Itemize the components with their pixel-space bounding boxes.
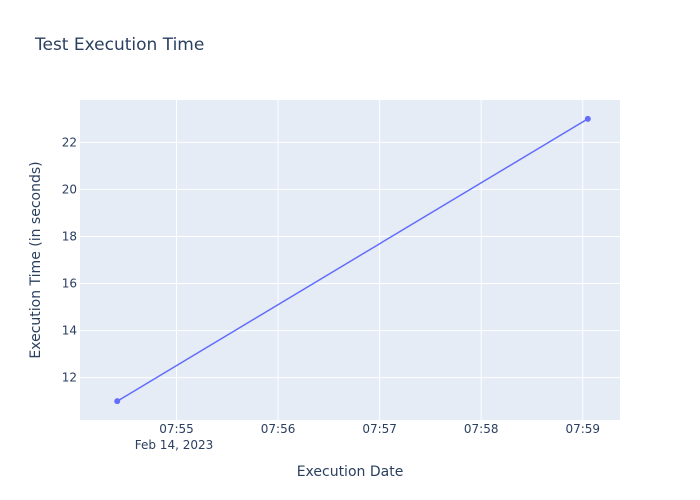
x-tick-label: 07:56 xyxy=(261,422,296,436)
x-tick-label: 07:57 xyxy=(362,422,397,436)
y-tick-label: 14 xyxy=(62,324,77,338)
y-axis-ticks: 12 14 16 18 20 22 xyxy=(62,135,77,384)
y-axis-label: Execution Time (in seconds) xyxy=(28,161,44,358)
chart-title: Test Execution Time xyxy=(34,35,204,55)
series-layer xyxy=(114,115,591,405)
y-tick-label: 20 xyxy=(62,182,77,196)
y-tick-label: 12 xyxy=(62,371,77,385)
y-tick-label: 22 xyxy=(62,135,77,149)
data-point xyxy=(114,398,121,405)
grid-lines xyxy=(80,100,620,420)
data-point xyxy=(584,115,591,122)
x-axis-ticks: 07:55 07:56 07:57 07:58 07:59 xyxy=(159,422,600,436)
y-tick-label: 18 xyxy=(62,229,77,243)
y-tick-label: 16 xyxy=(62,277,77,291)
x-tick-label: 07:55 xyxy=(159,422,194,436)
x-tick-label: 07:58 xyxy=(464,422,499,436)
series-line xyxy=(116,118,589,402)
x-axis-label: Execution Date xyxy=(297,464,404,480)
x-tick-label: 07:59 xyxy=(565,422,600,436)
x-date-label: Feb 14, 2023 xyxy=(135,438,214,452)
